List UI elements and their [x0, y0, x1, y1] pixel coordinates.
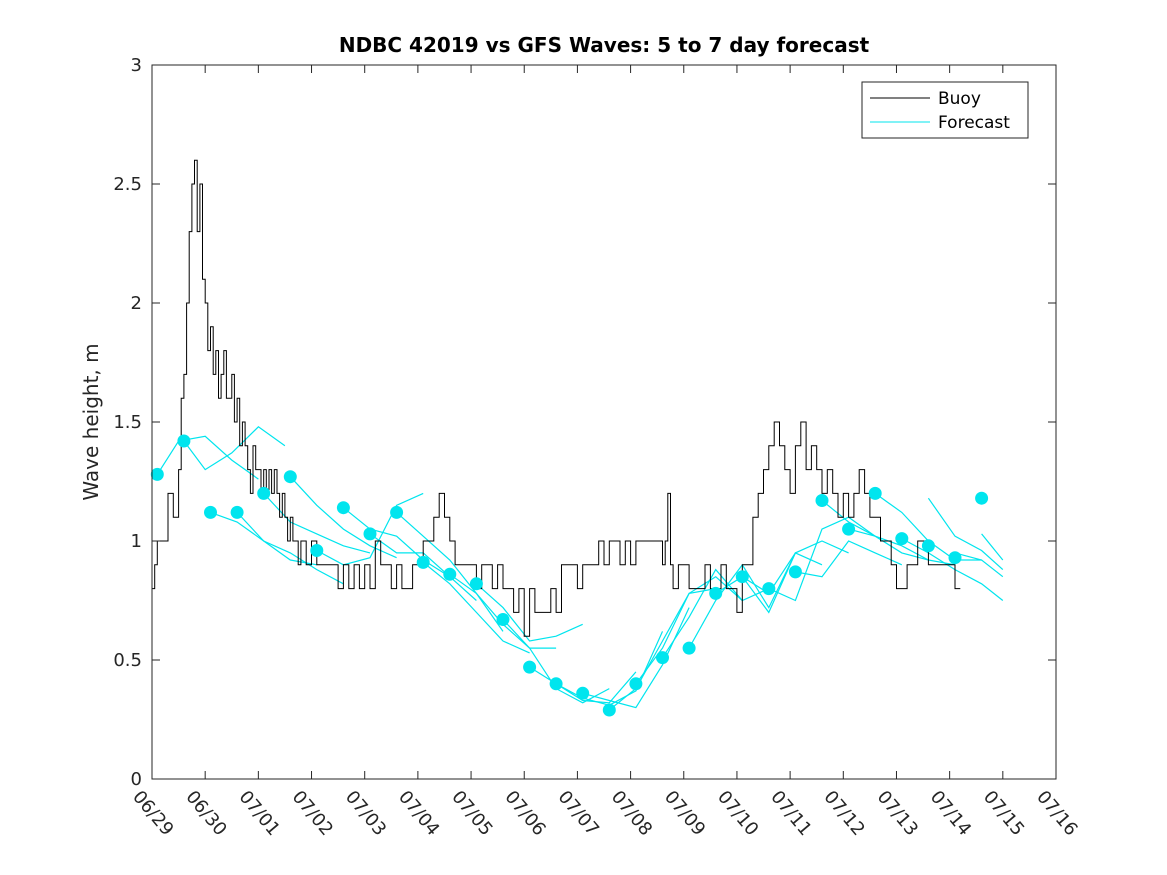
forecast-line-22 — [741, 540, 849, 595]
forecast-marker-20 — [682, 641, 696, 655]
forecast-line-31 — [981, 533, 1004, 561]
y-tick-label-1: 0.5 — [113, 650, 142, 671]
forecast-marker-30 — [948, 551, 962, 565]
forecast-marker-15 — [549, 677, 563, 691]
forecast-marker-1 — [177, 434, 191, 448]
forecast-line-5 — [289, 476, 397, 559]
forecast-line-17 — [608, 588, 716, 711]
forecast-line-16 — [582, 607, 690, 709]
x-tick-label-11: 07/10 — [713, 787, 762, 840]
forecast-marker-0 — [150, 467, 164, 481]
x-tick-label-7: 07/06 — [500, 787, 549, 840]
forecast-marker-9 — [390, 505, 404, 519]
forecast-line-1 — [183, 426, 286, 471]
forecast-line-3 — [236, 511, 344, 585]
y-tick-label-6: 3 — [131, 55, 142, 76]
x-tick-label-16: 07/15 — [979, 787, 1028, 840]
forecast-marker-8 — [363, 527, 377, 541]
buoy-line — [152, 159, 961, 637]
legend-box — [861, 81, 1029, 139]
forecast-line-18 — [635, 575, 743, 685]
forecast-line-0 — [156, 435, 259, 480]
forecast-marker-10 — [416, 555, 430, 569]
forecast-marker-3 — [230, 505, 244, 519]
y-tick-label-3: 1.5 — [113, 412, 142, 433]
forecast-marker-23 — [762, 582, 776, 596]
forecast-marker-25 — [815, 494, 829, 507]
axes-box — [151, 64, 1057, 780]
forecast-line-19 — [661, 568, 770, 658]
forecast-line-12 — [475, 583, 583, 642]
forecast-marker-12 — [469, 577, 483, 591]
forecast-marker-18 — [629, 677, 643, 691]
forecast-marker-13 — [496, 613, 510, 626]
forecast-line-24 — [795, 540, 903, 578]
forecast-line-23 — [768, 516, 876, 602]
forecast-line-4 — [263, 492, 371, 554]
forecast-marker-24 — [788, 565, 802, 579]
forecast-marker-17 — [602, 703, 616, 717]
forecast-marker-5 — [283, 470, 297, 484]
forecast-line-30 — [954, 552, 1004, 578]
forecast-line-7 — [343, 507, 451, 578]
forecast-marker-19 — [656, 651, 669, 665]
forecast-line-10 — [422, 561, 530, 654]
forecast-marker-27 — [868, 486, 882, 500]
forecast-line-14 — [529, 666, 637, 704]
x-tick-label-0: 06/29 — [128, 787, 177, 840]
x-tick-label-8: 07/07 — [554, 787, 603, 840]
forecast-marker-22 — [735, 570, 749, 584]
forecast-marker-29 — [921, 539, 935, 553]
y-tick-label-2: 1 — [131, 531, 142, 552]
x-tick-label-17: 07/16 — [1032, 787, 1081, 840]
x-tick-label-12: 07/11 — [766, 787, 815, 840]
forecast-marker-31 — [975, 491, 989, 505]
forecast-line-9 — [396, 511, 504, 632]
forecast-line-6 — [316, 492, 424, 566]
x-tick-label-5: 07/04 — [394, 787, 443, 840]
forecast-marker-21 — [709, 586, 723, 600]
forecast-marker-7 — [336, 501, 350, 515]
x-tick-label-1: 06/30 — [181, 787, 230, 840]
forecast-marker-26 — [842, 522, 856, 536]
x-tick-label-15: 07/14 — [926, 787, 975, 840]
forecast-marker-4 — [257, 486, 271, 500]
x-tick-label-2: 07/01 — [235, 787, 284, 840]
forecast-marker-14 — [523, 660, 537, 674]
legend-forecast-label: Forecast — [938, 113, 1010, 133]
y-axis-label: Wave height, m — [79, 343, 103, 500]
x-tick-label-14: 07/13 — [873, 787, 922, 840]
forecast-marker-11 — [443, 567, 457, 581]
legend: Buoy Forecast — [861, 81, 1029, 139]
forecast-line-26 — [848, 528, 956, 566]
forecast-marker-2 — [204, 505, 217, 519]
legend-buoy-label: Buoy — [938, 89, 981, 109]
x-tick-label-13: 07/12 — [819, 787, 868, 840]
y-tick-label-0: 0 — [131, 769, 142, 790]
y-tick-label-4: 2 — [131, 293, 142, 314]
forecast-line-29 — [927, 497, 1004, 571]
x-tick-label-4: 07/03 — [341, 787, 390, 840]
x-tick-label-3: 07/02 — [288, 787, 337, 840]
y-tick-label-5: 2.5 — [113, 174, 142, 195]
x-tick-label-9: 07/08 — [607, 787, 656, 840]
forecast-line-13 — [502, 619, 610, 704]
forecast-marker-6 — [310, 544, 324, 557]
forecast-line-28 — [901, 538, 1004, 601]
x-tick-label-6: 07/05 — [447, 787, 496, 840]
forecast-marker-16 — [576, 686, 590, 700]
x-tick-label-10: 07/09 — [660, 787, 709, 840]
chart-title: NDBC 42019 vs GFS Waves: 5 to 7 day fore… — [339, 33, 870, 57]
forecast-marker-28 — [895, 532, 909, 546]
forecast-line-21 — [715, 552, 823, 614]
